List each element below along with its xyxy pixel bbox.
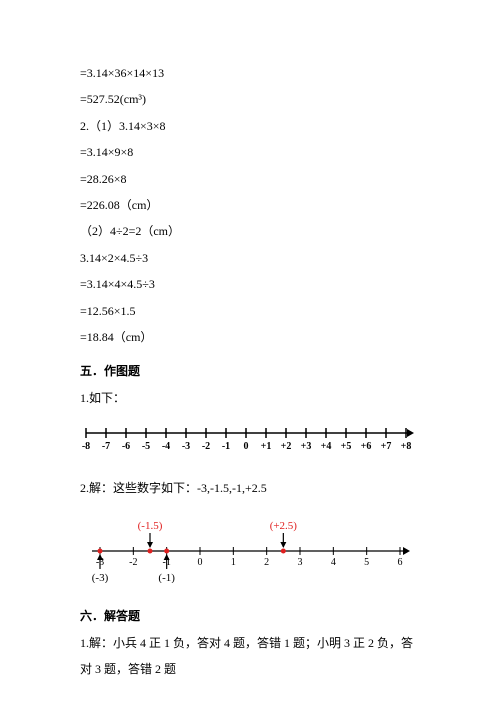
svg-text:-2: -2 (202, 441, 210, 452)
svg-text:4: 4 (331, 557, 336, 568)
svg-text:+2: +2 (281, 441, 292, 452)
number-line-1: -8 -7 -6 -5 -4 -3 -2 -1 0 +1 +2 +3 +4 +5 +6 +7 +8 (80, 421, 420, 457)
number-line-2: -3-2-10123456(-3)(-1.5)(-1)(+2.5) (80, 513, 420, 583)
eq-line: =18.84（cm） (80, 324, 420, 350)
svg-text:(+2.5): (+2.5) (270, 520, 298, 532)
section-5-title: 五．作图题 (80, 358, 420, 384)
eq-line: =12.56×1.5 (80, 298, 420, 324)
svg-text:1: 1 (231, 557, 236, 568)
eq-line: =28.26×8 (80, 166, 420, 192)
svg-text:+3: +3 (301, 441, 312, 452)
svg-text:5: 5 (364, 557, 369, 568)
svg-text:2: 2 (264, 557, 269, 568)
svg-text:0: 0 (244, 441, 249, 452)
q2-intro: 2.解：这些数字如下：-3,-1.5,-1,+2.5 (80, 475, 420, 501)
svg-text:+4: +4 (321, 441, 332, 452)
svg-text:+1: +1 (261, 441, 272, 452)
svg-text:-8: -8 (82, 441, 90, 452)
svg-text:-7: -7 (102, 441, 110, 452)
svg-text:3: 3 (298, 557, 303, 568)
svg-text:0: 0 (198, 557, 203, 568)
eq-line: =3.14×9×8 (80, 139, 420, 165)
section-6-title: 六．解答题 (80, 603, 420, 629)
svg-text:+5: +5 (341, 441, 352, 452)
eq-line: （2）4÷2=2（cm） (80, 218, 420, 244)
svg-text:-4: -4 (162, 441, 170, 452)
eq-line: =3.14×36×14×13 (80, 60, 420, 86)
eq-line: =527.52(cm³) (80, 86, 420, 112)
eq-line: =3.14×4×4.5÷3 (80, 271, 420, 297)
answer-line: 1.解：小兵 4 正 1 负，答对 4 题，答错 1 题；小明 3 正 2 负，… (80, 630, 420, 683)
svg-text:(-3): (-3) (92, 572, 109, 583)
eq-line: 2.（1）3.14×3×8 (80, 113, 420, 139)
svg-text:+8: +8 (401, 441, 412, 452)
svg-text:-2: -2 (129, 557, 137, 568)
svg-text:-6: -6 (122, 441, 130, 452)
svg-text:(-1): (-1) (158, 572, 175, 583)
svg-text:-5: -5 (142, 441, 150, 452)
svg-text:+7: +7 (381, 441, 392, 452)
eq-line: 3.14×2×4.5÷3 (80, 245, 420, 271)
svg-text:-1: -1 (222, 441, 230, 452)
eq-line: =226.08（cm） (80, 192, 420, 218)
svg-text:(-1.5): (-1.5) (138, 520, 163, 532)
q1-intro: 1.如下： (80, 385, 420, 411)
svg-text:+6: +6 (361, 441, 372, 452)
svg-text:6: 6 (398, 557, 403, 568)
svg-text:-3: -3 (182, 441, 190, 452)
